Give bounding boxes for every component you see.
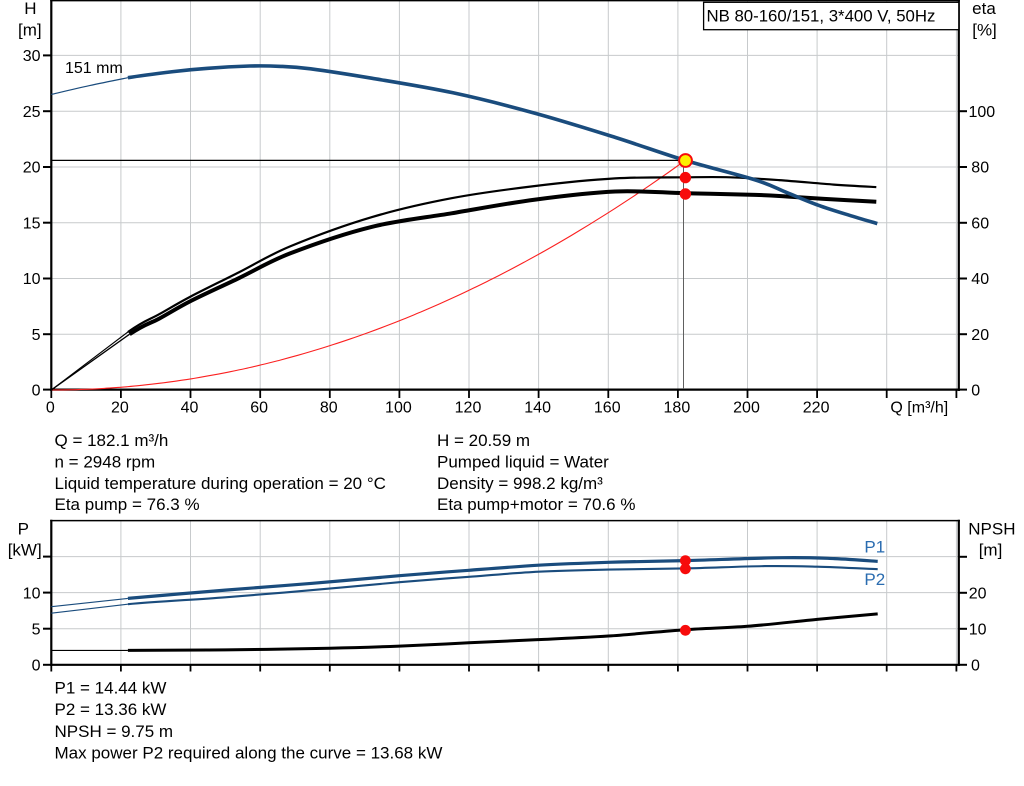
svg-text:0: 0 <box>32 658 41 675</box>
svg-text:20: 20 <box>23 160 41 177</box>
svg-text:eta: eta <box>972 0 996 18</box>
svg-text:P: P <box>18 519 29 538</box>
svg-text:20: 20 <box>969 586 987 603</box>
svg-text:5: 5 <box>32 327 41 344</box>
svg-text:60: 60 <box>250 400 268 417</box>
svg-text:100: 100 <box>969 104 996 121</box>
svg-text:10: 10 <box>969 622 987 639</box>
svg-text:60: 60 <box>971 215 989 232</box>
svg-text:10: 10 <box>23 585 41 602</box>
svg-text:[kW]: [kW] <box>8 540 42 559</box>
svg-text:0: 0 <box>32 382 41 399</box>
svg-text:[m]: [m] <box>18 21 42 40</box>
svg-text:NPSH: NPSH <box>968 519 1015 538</box>
svg-text:P2 = 13.36 kW: P2 = 13.36 kW <box>55 700 167 719</box>
svg-text:0: 0 <box>971 658 980 675</box>
svg-text:NPSH = 9.75 m: NPSH = 9.75 m <box>55 722 174 741</box>
svg-text:[m]: [m] <box>979 540 1003 559</box>
svg-text:10: 10 <box>23 271 41 288</box>
svg-text:180: 180 <box>664 400 691 417</box>
svg-text:25: 25 <box>23 104 41 121</box>
svg-text:15: 15 <box>23 215 41 232</box>
svg-text:P2: P2 <box>864 570 885 589</box>
svg-text:H = 20.59 m: H = 20.59 m <box>437 431 530 450</box>
svg-text:P1 = 14.44 kW: P1 = 14.44 kW <box>55 678 167 697</box>
svg-text:80: 80 <box>320 400 338 417</box>
svg-text:Q [m³/h]: Q [m³/h] <box>890 400 948 417</box>
svg-text:140: 140 <box>524 400 551 417</box>
svg-text:Pumped liquid = Water: Pumped liquid = Water <box>437 452 609 471</box>
svg-text:H: H <box>24 0 36 18</box>
svg-text:Q = 182.1 m³/h: Q = 182.1 m³/h <box>55 431 169 450</box>
svg-text:Eta pump+motor = 70.6 %: Eta pump+motor = 70.6 % <box>437 495 635 514</box>
svg-text:160: 160 <box>594 400 621 417</box>
svg-text:151 mm: 151 mm <box>65 60 123 77</box>
svg-text:Liquid temperature during oper: Liquid temperature during operation = 20… <box>55 474 386 493</box>
svg-text:220: 220 <box>803 400 830 417</box>
svg-text:P1: P1 <box>864 537 885 556</box>
svg-text:120: 120 <box>455 400 482 417</box>
svg-text:0: 0 <box>46 400 55 417</box>
svg-text:20: 20 <box>971 327 989 344</box>
svg-text:20: 20 <box>111 400 129 417</box>
svg-text:0: 0 <box>971 382 980 399</box>
svg-text:5: 5 <box>32 621 41 638</box>
svg-text:100: 100 <box>385 400 412 417</box>
svg-text:n = 2948 rpm: n = 2948 rpm <box>55 452 156 471</box>
svg-text:30: 30 <box>23 48 41 65</box>
svg-text:200: 200 <box>733 400 760 417</box>
svg-text:[%]: [%] <box>972 21 997 40</box>
svg-text:40: 40 <box>181 400 199 417</box>
svg-text:Max power P2 required along th: Max power P2 required along the curve = … <box>55 743 443 762</box>
svg-text:Eta pump = 76.3 %: Eta pump = 76.3 % <box>55 495 200 514</box>
svg-text:Density = 998.2 kg/m³: Density = 998.2 kg/m³ <box>437 474 603 493</box>
svg-text:NB 80-160/151, 3*400 V, 50Hz: NB 80-160/151, 3*400 V, 50Hz <box>707 7 936 26</box>
svg-text:40: 40 <box>971 271 989 288</box>
svg-text:80: 80 <box>971 160 989 177</box>
